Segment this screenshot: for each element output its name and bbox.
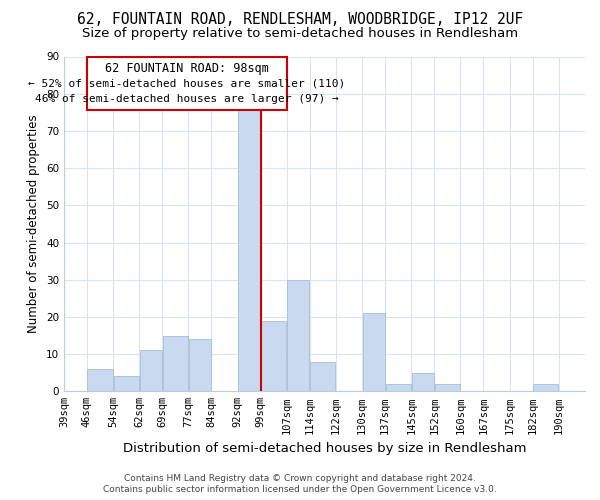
Text: 62 FOUNTAIN ROAD: 98sqm: 62 FOUNTAIN ROAD: 98sqm: [105, 62, 269, 75]
Bar: [238, 108, 260, 392]
Bar: [287, 280, 309, 392]
Text: Size of property relative to semi-detached houses in Rendlesham: Size of property relative to semi-detach…: [82, 26, 518, 40]
Bar: [163, 336, 188, 392]
FancyBboxPatch shape: [87, 56, 287, 110]
Y-axis label: Number of semi-detached properties: Number of semi-detached properties: [28, 114, 40, 333]
Text: ← 52% of semi-detached houses are smaller (110): ← 52% of semi-detached houses are smalle…: [28, 78, 346, 88]
Bar: [88, 369, 113, 392]
Text: Contains HM Land Registry data © Crown copyright and database right 2024.
Contai: Contains HM Land Registry data © Crown c…: [103, 474, 497, 494]
Bar: [189, 339, 211, 392]
Bar: [362, 313, 385, 392]
Bar: [140, 350, 162, 392]
Bar: [113, 376, 139, 392]
Text: 62, FOUNTAIN ROAD, RENDLESHAM, WOODBRIDGE, IP12 2UF: 62, FOUNTAIN ROAD, RENDLESHAM, WOODBRIDG…: [77, 12, 523, 28]
Bar: [412, 372, 434, 392]
Bar: [310, 362, 335, 392]
Text: 46% of semi-detached houses are larger (97) →: 46% of semi-detached houses are larger (…: [35, 94, 339, 104]
X-axis label: Distribution of semi-detached houses by size in Rendlesham: Distribution of semi-detached houses by …: [123, 442, 526, 455]
Bar: [533, 384, 558, 392]
Bar: [386, 384, 411, 392]
Bar: [261, 320, 286, 392]
Bar: [435, 384, 460, 392]
